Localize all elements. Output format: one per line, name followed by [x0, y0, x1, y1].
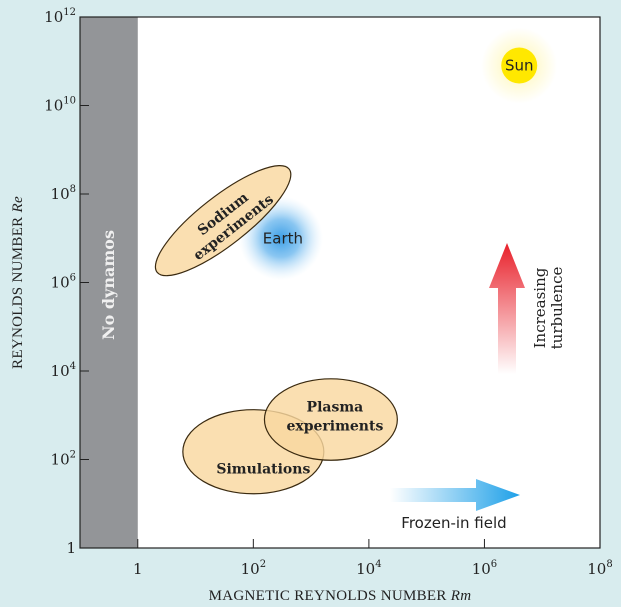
x-tick-label: 102	[241, 559, 266, 578]
x-tick-label: 104	[356, 559, 381, 578]
y-tick-label: 102	[51, 450, 76, 469]
turbulence-label: Increasing turbulence	[531, 267, 566, 350]
y-tick-label: 106	[51, 273, 76, 292]
frozen-in-arrow	[390, 479, 520, 511]
x-tick-label: 106	[472, 559, 497, 578]
no-dynamo-region	[80, 17, 138, 548]
turbulence-label-line: turbulence	[548, 267, 566, 350]
turbulence-arrow	[489, 243, 525, 374]
y-axis-title: REYNOLDS NUMBER Re	[10, 196, 26, 369]
sun-label: Sun	[505, 57, 534, 75]
y-tick-label: 1	[66, 539, 76, 557]
x-tick-label: 108	[587, 559, 612, 578]
x-axis-title: MAGNETIC REYNOLDS NUMBER Rm	[209, 588, 472, 604]
y-tick-label: 104	[51, 361, 76, 380]
sun-point	[501, 47, 538, 84]
plasma-label-line: experiments	[286, 419, 383, 435]
no-dynamos-label: No dynamos	[99, 230, 118, 340]
frozen-in-label: Frozen-in field	[401, 514, 506, 532]
y-tick-label: 108	[51, 184, 76, 203]
plasma-experiments-region	[263, 378, 398, 461]
y-tick-label: 1012	[44, 7, 76, 26]
plasma-label-line: Plasma	[307, 400, 364, 416]
x-tick-label: 1	[133, 560, 143, 578]
turbulence-label-line: Increasing	[531, 267, 549, 348]
y-tick-label: 1010	[44, 96, 76, 115]
sodium-experiments-region	[154, 165, 292, 277]
earth-label: Earth	[263, 229, 303, 247]
simulations-label: Simulations	[216, 462, 310, 478]
